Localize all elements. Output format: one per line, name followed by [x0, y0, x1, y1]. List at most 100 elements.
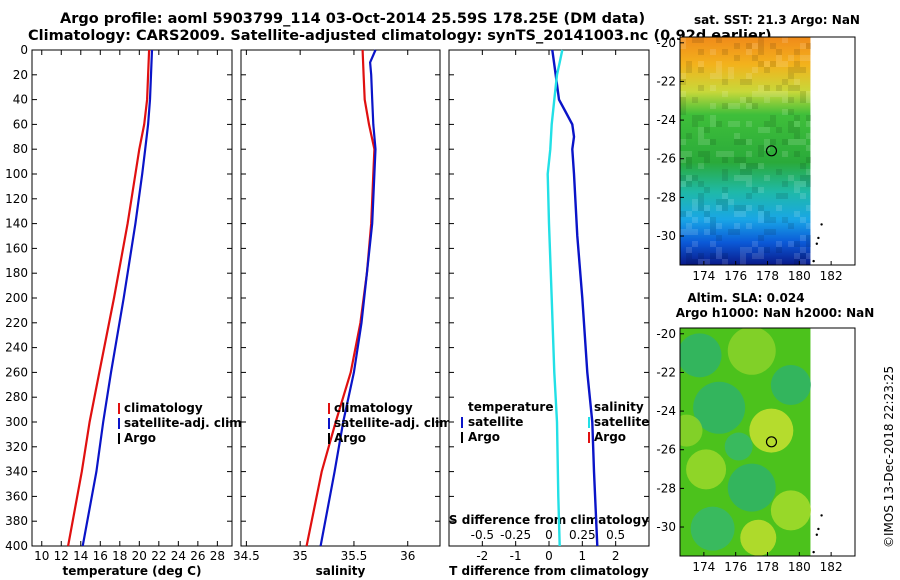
- sst-cell: [710, 73, 716, 79]
- sst-cell: [740, 247, 746, 253]
- y-tick-label: 80: [13, 142, 28, 156]
- sst-cell: [758, 61, 764, 67]
- legend-label: satellite: [468, 415, 523, 429]
- x-tick-label: 34.5: [233, 549, 260, 563]
- sst-cell: [710, 229, 716, 235]
- y-tick-label: -30: [656, 229, 676, 243]
- sst-cell: [692, 199, 698, 205]
- salinity-panel: 34.5 35 35.5 36 salinity climatologysatellite…: [233, 49, 456, 578]
- figure-title-line2: Climatology: CARS2009. Satellite-adjuste…: [28, 28, 772, 44]
- sst-cell: [806, 145, 811, 151]
- sst-map-panel: 174 176 178 180 182 -20 -22 -24 -26 -28 -30 sat. SS…: [656, 13, 860, 283]
- sst-cell: [698, 49, 704, 55]
- sst-cell: [698, 61, 704, 67]
- sst-cell: [770, 115, 776, 121]
- sst-cell: [794, 187, 800, 193]
- sst-cell: [752, 67, 758, 73]
- legend-label: Argo: [334, 431, 366, 445]
- sst-cell: [698, 205, 704, 211]
- sst-cell: [698, 253, 704, 259]
- sst-cell: [722, 193, 728, 199]
- sst-cell: [704, 229, 710, 235]
- sst-cell: [722, 205, 728, 211]
- sst-cell: [770, 217, 776, 223]
- sst-cell: [788, 223, 794, 229]
- sst-cell: [680, 109, 686, 115]
- sst-cell: [782, 109, 788, 115]
- x-tick-label: 36: [400, 549, 415, 563]
- sst-cell: [806, 157, 811, 163]
- x-tick-label: 20: [132, 549, 147, 563]
- sla-map-title-line1: Altim. SLA: 0.024: [687, 291, 804, 305]
- y-tick-label: -24: [656, 404, 676, 418]
- sst-cell: [776, 49, 782, 55]
- sst-cell: [710, 103, 716, 109]
- island-dot: [820, 223, 823, 226]
- credit-footer: ©IMOS 13-Dec-2018 22:23:25: [882, 366, 896, 548]
- sst-cell: [740, 259, 746, 265]
- sst-cell: [692, 121, 698, 127]
- sst-cell: [782, 61, 788, 67]
- sst-cell: [686, 133, 692, 139]
- x-tick-label: 180: [788, 269, 811, 283]
- sst-cell: [794, 253, 800, 259]
- sst-cell: [680, 229, 686, 235]
- sst-cell: [788, 109, 794, 115]
- sst-cell: [680, 157, 686, 163]
- sst-cell: [734, 175, 740, 181]
- sst-cell: [680, 175, 686, 181]
- sst-cell: [716, 37, 722, 43]
- sst-cell: [758, 187, 764, 193]
- sla-blob: [690, 506, 735, 551]
- sst-cell: [734, 43, 740, 49]
- y-tick-label: 300: [5, 415, 28, 429]
- sst-cell: [692, 175, 698, 181]
- sst-cell: [734, 229, 740, 235]
- sst-cell: [692, 115, 698, 121]
- sst-cell: [758, 163, 764, 169]
- sst-cell: [806, 91, 811, 97]
- island-dot: [815, 242, 819, 245]
- sst-cell: [782, 37, 788, 43]
- sst-cell: [710, 121, 716, 127]
- sst-cell: [746, 169, 752, 175]
- sst-cell: [698, 259, 704, 265]
- sst-cell: [716, 73, 722, 79]
- sst-cell: [800, 97, 806, 103]
- sst-cell: [680, 97, 686, 103]
- sst-cell: [794, 127, 800, 133]
- sst-cell: [800, 235, 806, 241]
- sst-cell: [776, 91, 782, 97]
- sst-cell: [746, 181, 752, 187]
- sst-cell: [680, 103, 686, 109]
- y-tick-label: 400: [5, 539, 28, 553]
- x-tick-label: 12: [54, 549, 69, 563]
- sst-cell: [794, 139, 800, 145]
- sst-cell: [686, 67, 692, 73]
- sst-cell: [686, 157, 692, 163]
- sst-cell: [764, 97, 770, 103]
- y-tick-label: 0: [20, 43, 28, 57]
- x-tick-label: 0: [545, 549, 553, 563]
- sst-cell: [800, 253, 806, 259]
- sst-cell: [740, 175, 746, 181]
- sst-cell: [698, 151, 704, 157]
- sst-cell: [746, 175, 752, 181]
- sst-cell: [698, 163, 704, 169]
- sst-map-title: sat. SST: 21.3 Argo: NaN: [694, 13, 860, 27]
- x-tick-label: 14: [73, 549, 88, 563]
- sst-cell: [746, 247, 752, 253]
- sst-cell: [686, 163, 692, 169]
- sst-cell: [752, 91, 758, 97]
- plot-frame: [448, 49, 650, 547]
- x-tick-label: 22: [151, 549, 166, 563]
- y-tick-label: 280: [5, 390, 28, 404]
- sst-cell: [722, 49, 728, 55]
- sst-cell: [794, 49, 800, 55]
- y-tick-label: 220: [5, 316, 28, 330]
- x-axis-label: temperature (deg C): [63, 564, 202, 578]
- sst-cell: [746, 205, 752, 211]
- sst-cell: [692, 97, 698, 103]
- sst-cell: [800, 55, 806, 61]
- sst-cell: [740, 163, 746, 169]
